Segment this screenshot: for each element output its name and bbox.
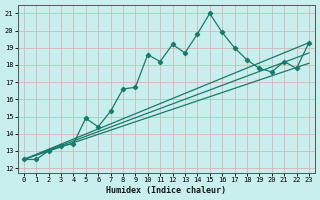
X-axis label: Humidex (Indice chaleur): Humidex (Indice chaleur)	[106, 186, 226, 195]
